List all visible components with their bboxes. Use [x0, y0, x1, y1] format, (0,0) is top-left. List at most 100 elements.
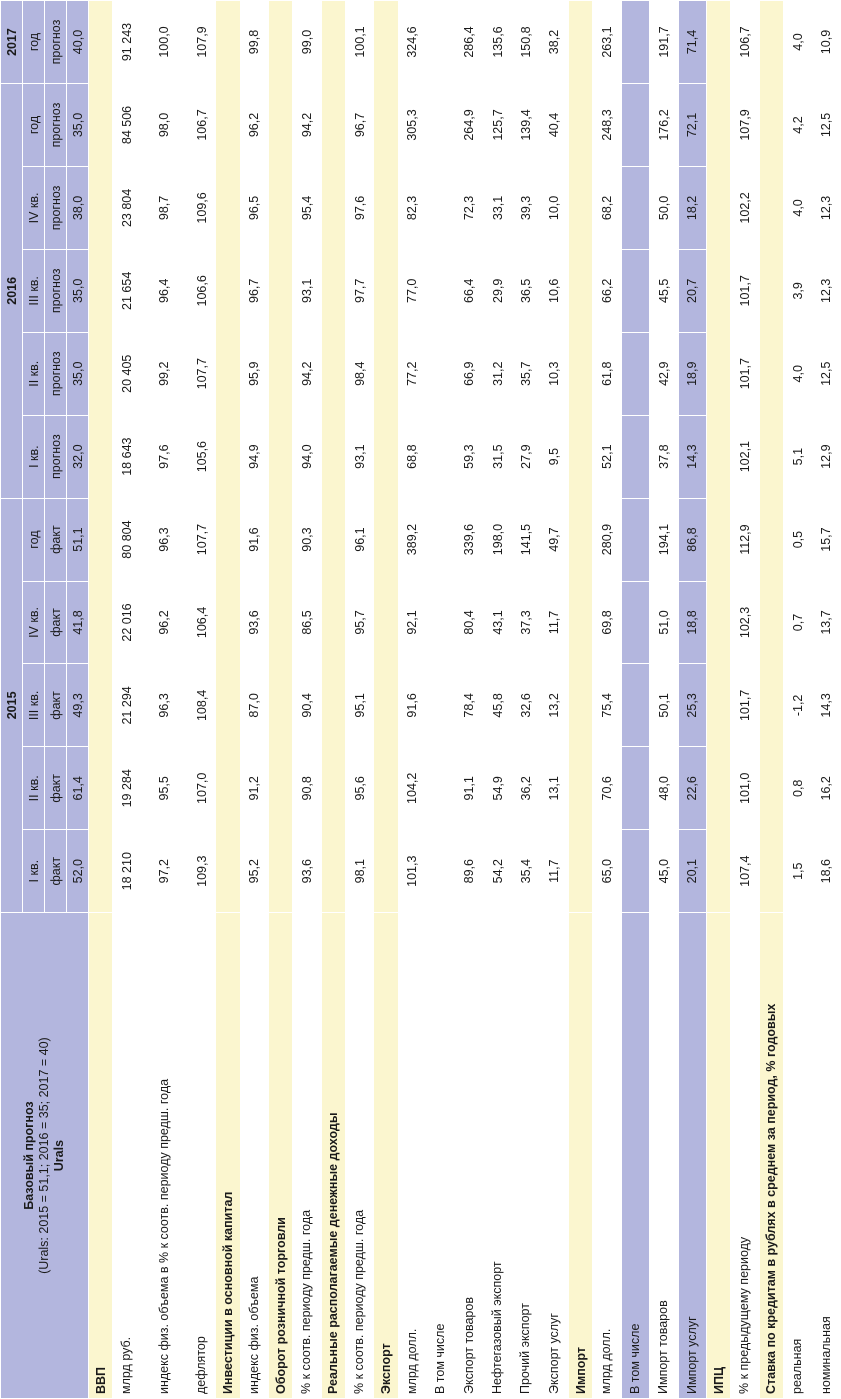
- cell-value: 13,2: [540, 663, 569, 747]
- cell-value: 339,6: [454, 498, 484, 582]
- cell-value: 101,0: [730, 746, 760, 830]
- cell-value: 50,0: [649, 166, 679, 250]
- section-fill: [88, 0, 113, 913]
- cell-value: 89,6: [454, 829, 484, 913]
- section-title: Инвестиции в основной капитал: [215, 912, 241, 1399]
- kind-header: факт: [44, 498, 67, 582]
- cell-value: 101,7: [730, 663, 760, 747]
- cell-value: 72,3: [454, 166, 484, 250]
- section-row: Экспорт: [373, 0, 399, 1399]
- cell-value: 135,6: [483, 0, 512, 84]
- cell-value: 23 804: [112, 166, 142, 250]
- kind-header: факт: [44, 829, 67, 913]
- table-row: Экспорт услуг 11,7 13,1 13,2 11,7 49,7 9,5 10,3…: [540, 0, 569, 1399]
- cell-value: 93,1: [345, 415, 374, 499]
- cell-value: 96,3: [141, 663, 188, 747]
- section-fill: [268, 0, 293, 913]
- row-label: реальная: [783, 912, 812, 1399]
- kind-header: факт: [44, 663, 67, 747]
- cell-value: 10,9: [811, 0, 841, 84]
- cell-value: 68,8: [398, 415, 427, 499]
- cell-value: [426, 166, 455, 250]
- year-header-2016: 2016: [0, 83, 23, 499]
- cell-value: 37,3: [511, 581, 541, 664]
- cell-value: [426, 249, 455, 333]
- cell-value: 78,4: [454, 663, 484, 747]
- cell-value: 97,2: [141, 829, 188, 913]
- cell-value: 198,0: [483, 498, 512, 582]
- row-label: дефлятор: [187, 912, 216, 1399]
- cell-value: 18 643: [112, 415, 142, 499]
- cell-value: 109,3: [187, 829, 216, 913]
- period-header: I кв.: [22, 415, 45, 499]
- urals-value: 52,0: [66, 829, 89, 913]
- year-header-2015: 2015: [0, 498, 23, 913]
- cell-value: 0,5: [783, 498, 812, 582]
- cell-value: 14,3: [678, 415, 707, 499]
- cell-value: 248,3: [592, 83, 622, 167]
- cell-value: 45,5: [649, 249, 679, 333]
- cell-value: 98,0: [141, 83, 188, 167]
- cell-value: 91,1: [454, 746, 484, 830]
- table-row: номинальная 18,6 16,2 14,3 13,7 15,7 12,9 12,5 1…: [811, 0, 841, 1399]
- cell-value: 77,2: [398, 332, 427, 416]
- cell-value: 12,5: [811, 83, 841, 167]
- row-label: Экспорт услуг: [540, 912, 569, 1399]
- cell-value: 95,1: [345, 663, 374, 747]
- cell-value: 12,3: [811, 249, 841, 333]
- section-title: Ставка по кредитам в рублях в среднем за…: [759, 912, 784, 1399]
- cell-value: 12,5: [811, 332, 841, 416]
- cell-value: 96,7: [345, 83, 374, 167]
- table-row: % к соотв. периоду предш. года 98,1 95,6 95…: [345, 0, 374, 1399]
- cell-value: 96,4: [141, 249, 188, 333]
- cell-value: 72,1: [678, 83, 707, 167]
- cell-value: 91 243: [112, 0, 142, 84]
- cell-value: [426, 746, 455, 830]
- kind-header: прогноз: [44, 249, 67, 333]
- row-label: млрд долл.: [592, 912, 622, 1399]
- cell-value: 102,2: [730, 166, 760, 250]
- row-label: Прочий экспорт: [511, 912, 541, 1399]
- cell-value: [621, 0, 650, 84]
- table-row: % к предыдущему периоду 107,4 101,0 101,7 10…: [730, 0, 760, 1399]
- cell-value: 95,9: [240, 332, 269, 416]
- cell-value: [621, 249, 650, 333]
- cell-value: 125,7: [483, 83, 512, 167]
- cell-value: 20,1: [678, 829, 707, 913]
- cell-value: 141,5: [511, 498, 541, 582]
- cell-value: 90,3: [292, 498, 322, 582]
- cell-value: 109,6: [187, 166, 216, 250]
- cell-value: 40,4: [540, 83, 569, 167]
- section-row: Оборот розничной торговли: [268, 0, 293, 1399]
- cell-value: 71,4: [678, 0, 707, 84]
- cell-value: 4,2: [783, 83, 812, 167]
- cell-value: 43,1: [483, 581, 512, 664]
- cell-value: 54,2: [483, 829, 512, 913]
- cell-value: 82,3: [398, 166, 427, 250]
- cell-value: [426, 829, 455, 913]
- cell-value: 91,6: [398, 663, 427, 747]
- cell-value: 98,4: [345, 332, 374, 416]
- cell-value: 107,9: [730, 83, 760, 167]
- section-row: Импорт: [568, 0, 593, 1399]
- urals-value: 32,0: [66, 415, 89, 499]
- cell-value: 107,0: [187, 746, 216, 830]
- cell-value: 69,8: [592, 581, 622, 664]
- section-title: Оборот розничной торговли: [268, 912, 293, 1399]
- section-title: ВВП: [88, 912, 113, 1399]
- cell-value: 0,8: [783, 746, 812, 830]
- cell-value: 18,9: [678, 332, 707, 416]
- cell-value: 107,9: [187, 0, 216, 84]
- year-header-2017: 2017: [0, 0, 23, 84]
- row-label: Экспорт товаров: [454, 912, 484, 1399]
- cell-value: 106,7: [730, 0, 760, 84]
- cell-value: 139,4: [511, 83, 541, 167]
- cell-value: 36,2: [511, 746, 541, 830]
- cell-value: [621, 581, 650, 664]
- kind-header: прогноз: [44, 0, 67, 84]
- cell-value: 94,2: [292, 83, 322, 167]
- cell-value: 90,4: [292, 663, 322, 747]
- cell-value: 4,0: [783, 332, 812, 416]
- cell-value: 66,4: [454, 249, 484, 333]
